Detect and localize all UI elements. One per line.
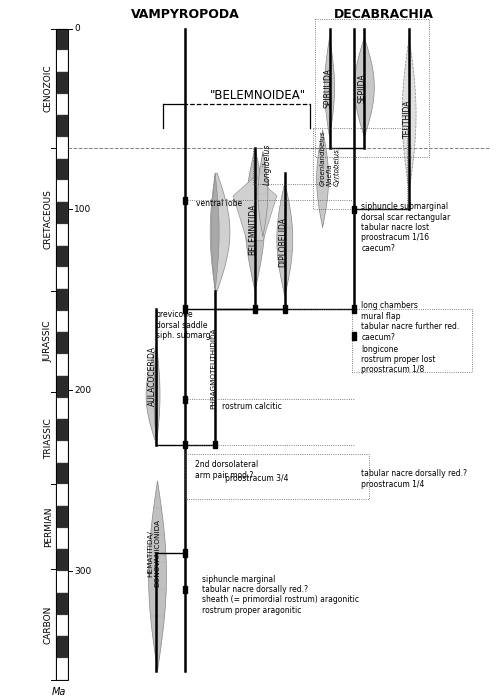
- Text: BELEMNITIDA: BELEMNITIDA: [248, 204, 258, 255]
- Text: tabular nacre dorsally red.?
proostracum 1/4: tabular nacre dorsally red.? proostracum…: [362, 469, 468, 489]
- Text: proostracum 3/4: proostracum 3/4: [225, 475, 288, 484]
- Bar: [184, 550, 188, 556]
- Bar: [352, 206, 356, 213]
- Text: PHRAGMOTEUTHIDIDA: PHRAGMOTEUTHIDIDA: [210, 328, 216, 410]
- Bar: [56, 528, 68, 550]
- Polygon shape: [354, 38, 374, 137]
- Polygon shape: [255, 176, 277, 241]
- Bar: [56, 181, 68, 202]
- Bar: [56, 50, 68, 72]
- Text: SEPIIDA: SEPIIDA: [358, 74, 367, 103]
- Text: Groenlandbelus
Naefia
Cyrtobelus: Groenlandbelus Naefia Cyrtobelus: [320, 131, 340, 186]
- Text: DIPLOBELIDA: DIPLOBELIDA: [278, 217, 287, 267]
- Bar: [253, 148, 338, 184]
- Text: ventral lobe: ventral lobe: [196, 199, 242, 209]
- Bar: [312, 128, 407, 209]
- Text: JURASSIC: JURASSIC: [44, 321, 52, 362]
- Text: 0: 0: [74, 24, 80, 33]
- Bar: [56, 376, 68, 398]
- Bar: [56, 615, 68, 636]
- Text: SPIRULIDA: SPIRULIDA: [323, 68, 332, 108]
- Text: CENOZOIC: CENOZOIC: [44, 64, 52, 112]
- Bar: [56, 506, 68, 528]
- Bar: [56, 72, 68, 94]
- Bar: [56, 398, 68, 419]
- Polygon shape: [154, 345, 158, 444]
- Polygon shape: [146, 345, 160, 444]
- Bar: [314, 20, 429, 157]
- Bar: [56, 658, 68, 680]
- Bar: [56, 29, 68, 680]
- Bar: [56, 354, 68, 376]
- Polygon shape: [233, 176, 255, 241]
- Text: 100: 100: [74, 205, 91, 214]
- Text: VAMPYROPODA: VAMPYROPODA: [131, 8, 240, 20]
- Bar: [56, 246, 68, 267]
- Bar: [352, 305, 356, 312]
- Bar: [184, 441, 188, 448]
- Bar: [56, 289, 68, 311]
- Text: AULACOCERIDA: AULACOCERIDA: [148, 346, 157, 406]
- Bar: [186, 454, 370, 499]
- Bar: [56, 593, 68, 615]
- Bar: [56, 636, 68, 658]
- Polygon shape: [211, 173, 219, 290]
- Bar: [56, 419, 68, 441]
- Text: 2nd dorsolateral
arm pair mod.?: 2nd dorsolateral arm pair mod.?: [196, 460, 258, 480]
- Bar: [283, 305, 287, 312]
- Text: CRETACEOUS: CRETACEOUS: [44, 190, 52, 249]
- Text: "BELEMNOIDEA": "BELEMNOIDEA": [210, 89, 306, 102]
- Polygon shape: [258, 151, 268, 237]
- Text: PERMIAN: PERMIAN: [44, 507, 52, 547]
- Bar: [56, 311, 68, 332]
- Text: 300: 300: [74, 567, 91, 575]
- Polygon shape: [324, 38, 334, 137]
- Bar: [56, 484, 68, 506]
- Polygon shape: [277, 182, 293, 296]
- Bar: [184, 305, 188, 312]
- Bar: [56, 159, 68, 181]
- Bar: [56, 137, 68, 159]
- Bar: [352, 309, 472, 372]
- Text: Ma: Ma: [52, 687, 66, 697]
- Bar: [184, 586, 188, 593]
- Text: HEMATITIDA/
DONOVANICONIDA: HEMATITIDA/ DONOVANICONIDA: [147, 519, 160, 587]
- Bar: [56, 441, 68, 463]
- Bar: [56, 94, 68, 116]
- Polygon shape: [148, 481, 166, 671]
- Bar: [253, 305, 257, 312]
- Text: TEUTHIDA: TEUTHIDA: [402, 99, 411, 138]
- Bar: [56, 224, 68, 246]
- Text: brevicone
dorsal saddle
siph. submarg.: brevicone dorsal saddle siph. submarg.: [156, 310, 212, 340]
- Text: 200: 200: [74, 386, 91, 395]
- Bar: [56, 550, 68, 571]
- Text: rostrum calcitic: rostrum calcitic: [222, 402, 282, 411]
- Bar: [352, 332, 356, 340]
- Text: DECABRACHIA: DECABRACHIA: [334, 8, 434, 20]
- Polygon shape: [210, 173, 230, 290]
- Text: TRIASSIC: TRIASSIC: [44, 418, 52, 458]
- Bar: [56, 332, 68, 354]
- Bar: [213, 441, 217, 448]
- Text: long chambers
mural flap
tabular nacre further red.
caecum?: long chambers mural flap tabular nacre f…: [362, 302, 460, 342]
- Bar: [184, 197, 188, 204]
- Bar: [56, 267, 68, 289]
- Bar: [56, 202, 68, 224]
- Bar: [56, 463, 68, 484]
- Bar: [56, 116, 68, 137]
- Bar: [56, 571, 68, 593]
- Bar: [56, 29, 68, 50]
- Text: Longibelus: Longibelus: [263, 144, 272, 185]
- Text: CARBON: CARBON: [44, 606, 52, 644]
- Text: siphuncle submarginal
dorsal scar rectangular
tabular nacre lost
proostracum 1/1: siphuncle submarginal dorsal scar rectan…: [362, 202, 450, 253]
- Polygon shape: [245, 148, 265, 290]
- PathPatch shape: [402, 38, 416, 191]
- Polygon shape: [316, 130, 328, 228]
- Text: siphuncle marginal
tabular nacre dorsally red.?
sheath (= primordial rostrum) ar: siphuncle marginal tabular nacre dorsall…: [202, 575, 360, 615]
- Bar: [184, 395, 188, 403]
- Text: longicone
rostrum proper lost
proostracum 1/8: longicone rostrum proper lost proostracu…: [362, 344, 436, 374]
